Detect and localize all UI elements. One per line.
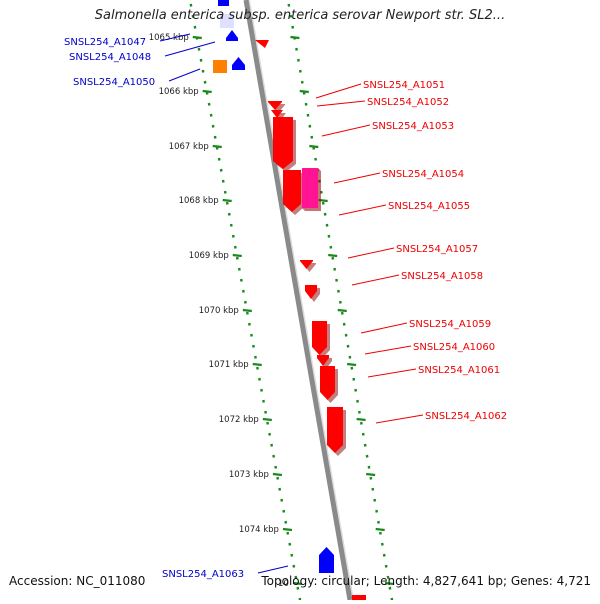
gene-label-SNSL254_A1053[interactable]: SNSL254_A1053 bbox=[372, 121, 454, 132]
gene-label-SNSL254_A1048[interactable]: SNSL254_A1048 bbox=[69, 52, 151, 63]
ring-major-tick bbox=[309, 146, 318, 147]
gene-leader-line bbox=[368, 369, 416, 377]
topology-label: Topology: circular; Length: 4,827,641 bp… bbox=[261, 574, 591, 588]
ring-major-tick bbox=[300, 91, 309, 92]
ring-major-tick bbox=[357, 419, 366, 420]
gene-leader-line bbox=[348, 248, 394, 258]
gene-leader-line bbox=[376, 415, 423, 423]
scale-tick-label: 1069 kbp bbox=[189, 251, 229, 261]
gene-SNSL254_A1062[interactable] bbox=[327, 407, 343, 453]
gene-SNSL254_A1050b[interactable] bbox=[232, 57, 245, 70]
ring-major-tick bbox=[376, 529, 385, 530]
backbone-shadow bbox=[249, 0, 353, 600]
scale-major-tick bbox=[223, 200, 232, 201]
scale-tick-label: 1070 kbp bbox=[199, 306, 239, 316]
scale-major-tick bbox=[203, 91, 212, 92]
gene-leader-line bbox=[322, 125, 370, 136]
scale-major-tick bbox=[233, 255, 242, 256]
gene-leader-line bbox=[169, 69, 200, 81]
gene-label-SNSL254_A1051[interactable]: SNSL254_A1051 bbox=[363, 80, 445, 91]
gene-label-SNSL254_A1062[interactable]: SNSL254_A1062 bbox=[425, 411, 507, 422]
scale-major-tick bbox=[263, 419, 272, 420]
scale-tick-label: 1074 kbp bbox=[239, 525, 279, 535]
gene-leader-line bbox=[165, 42, 215, 56]
gene-SNSL254_A1048[interactable] bbox=[226, 30, 238, 41]
scale-tick-label: 1073 kbp bbox=[229, 470, 269, 480]
gene-SNSL254_A1050[interactable] bbox=[213, 60, 227, 73]
gene-leader-line bbox=[316, 84, 361, 98]
gene-label-SNSL254_A1055[interactable]: SNSL254_A1055 bbox=[388, 201, 470, 212]
gene-SNSL254_A1053[interactable] bbox=[273, 117, 293, 169]
gene-leader-line bbox=[361, 323, 407, 333]
gene-label-SNSL254_A1052[interactable]: SNSL254_A1052 bbox=[367, 97, 449, 108]
gene-leader-line bbox=[258, 566, 288, 573]
gene-leader-line bbox=[339, 205, 386, 215]
gene-SNSL254_A1063[interactable] bbox=[319, 547, 334, 573]
genome-backbone bbox=[246, 0, 350, 600]
gene-SNSL254_A1047[interactable] bbox=[218, 0, 229, 6]
gene-bottom-partial[interactable] bbox=[352, 595, 366, 600]
gene-SNSL254_A1055[interactable] bbox=[302, 168, 318, 208]
map-title: Salmonella enterica subsp. enterica sero… bbox=[0, 8, 600, 23]
scale-major-tick bbox=[193, 37, 202, 38]
scale-tick-label: 1066 kbp bbox=[159, 87, 199, 97]
scale-tick-label: 1067 kbp bbox=[169, 142, 209, 152]
accession-label: Accession: NC_011080 bbox=[9, 574, 145, 588]
gene-label-SNSL254_A1057[interactable]: SNSL254_A1057 bbox=[396, 244, 478, 255]
scale-major-tick bbox=[243, 310, 252, 311]
gene-leader-line bbox=[365, 346, 411, 354]
gene-label-SNSL254_A1059[interactable]: SNSL254_A1059 bbox=[409, 319, 491, 330]
gene-label-SNSL254_A1047[interactable]: SNSL254_A1047 bbox=[64, 37, 146, 48]
scale-tick-label: 1068 kbp bbox=[179, 196, 219, 206]
scale-tick-label: 1072 kbp bbox=[219, 415, 259, 425]
gene-label-SNSL254_A1058[interactable]: SNSL254_A1058 bbox=[401, 271, 483, 282]
gene-label-SNSL254_A1060[interactable]: SNSL254_A1060 bbox=[413, 342, 495, 353]
gene-label-SNSL254_A1061[interactable]: SNSL254_A1061 bbox=[418, 365, 500, 376]
scale-major-tick bbox=[273, 474, 282, 475]
gene-SNSL254_A1054[interactable] bbox=[283, 170, 301, 212]
gene-label-SNSL254_A1063[interactable]: SNSL254_A1063 bbox=[162, 569, 244, 580]
ring-major-tick bbox=[347, 364, 356, 365]
ring-major-tick bbox=[290, 37, 299, 38]
gene-leader-line bbox=[352, 275, 399, 285]
ring-major-tick bbox=[338, 310, 347, 311]
scale-tick-label: 1071 kbp bbox=[209, 360, 249, 370]
ring-major-tick bbox=[328, 255, 337, 256]
gene-leader-line bbox=[334, 173, 380, 183]
scale-major-tick bbox=[213, 146, 222, 147]
scale-major-tick bbox=[253, 364, 262, 365]
ring-major-tick bbox=[366, 474, 375, 475]
gene-leader-line bbox=[317, 101, 365, 106]
scale-major-tick bbox=[283, 529, 292, 530]
gene-label-SNSL254_A1050[interactable]: SNSL254_A1050 bbox=[73, 77, 155, 88]
scale-tick-label: 1065 kbp bbox=[149, 33, 189, 43]
gene-label-SNSL254_A1054[interactable]: SNSL254_A1054 bbox=[382, 169, 464, 180]
